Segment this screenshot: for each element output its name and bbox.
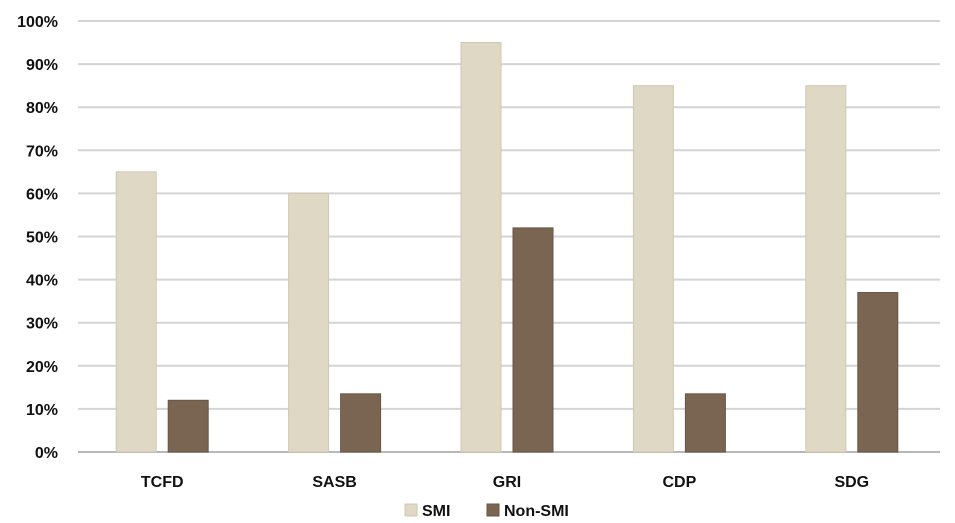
bar-smi-sdg — [805, 85, 847, 453]
y-tick-label: 40% — [26, 273, 58, 290]
x-category-label: TCFD — [141, 474, 184, 491]
y-tick-label: 70% — [26, 143, 58, 160]
y-tick-label: 20% — [26, 359, 58, 376]
bar-smi-sasb — [288, 192, 330, 453]
bar-smi-tcfd — [115, 171, 157, 453]
y-axis-ticks: 0% 10% 20% 30% 40% 50% 60% 70% 80% 90% 100% — [17, 14, 58, 462]
gridlines — [78, 20, 940, 453]
y-tick-label: 0% — [35, 445, 58, 462]
legend-label-smi: SMI — [422, 503, 450, 520]
y-tick-label: 90% — [26, 57, 58, 74]
bar-non-smi-cdp — [684, 393, 726, 453]
legend-label-non-smi: Non-SMI — [504, 503, 569, 520]
y-tick-label: 60% — [26, 186, 58, 203]
bar-non-smi-sdg — [857, 292, 899, 453]
legend-swatch-smi — [404, 503, 418, 517]
bar-non-smi-sasb — [340, 393, 382, 453]
x-category-label: SDG — [834, 474, 869, 491]
y-tick-label: 10% — [26, 402, 58, 419]
y-tick-label: 50% — [26, 230, 58, 247]
bar-smi-gri — [460, 42, 502, 453]
x-category-label: SASB — [312, 474, 356, 491]
y-tick-label: 30% — [26, 316, 58, 333]
legend: SMI Non-SMI — [404, 503, 569, 520]
bar-non-smi-gri — [512, 227, 554, 453]
y-tick-label: 100% — [17, 14, 58, 31]
bar-smi-cdp — [632, 85, 674, 453]
bar-non-smi-tcfd — [167, 399, 209, 453]
x-category-label: CDP — [663, 474, 697, 491]
x-axis-labels: TCFD SASB GRI CDP SDG — [141, 474, 869, 491]
legend-swatch-non-smi — [486, 503, 500, 517]
bar-series — [115, 42, 899, 453]
x-category-label: GRI — [493, 474, 521, 491]
y-tick-label: 80% — [26, 100, 58, 117]
